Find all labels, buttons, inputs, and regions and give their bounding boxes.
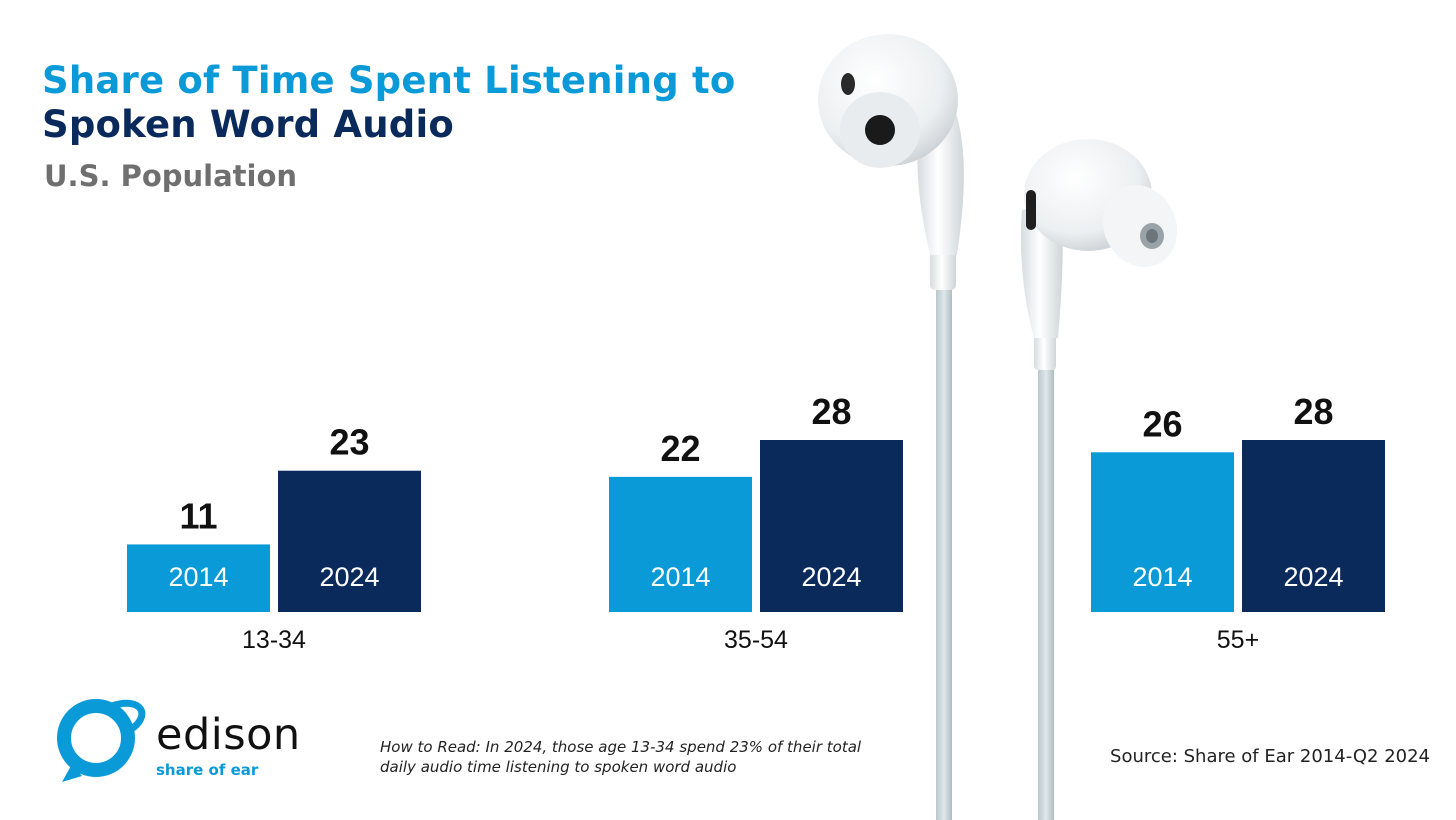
bar-series-label: 2014	[650, 562, 710, 592]
bar-value-label: 26	[1142, 403, 1182, 444]
bar-series-label: 2014	[1132, 562, 1192, 592]
edison-bulb-icon	[57, 699, 146, 782]
bar-value-label: 28	[811, 391, 851, 432]
logo-wordmark: edison	[156, 710, 301, 760]
bar-value-label: 22	[660, 428, 700, 469]
category-label: 55+	[1217, 626, 1259, 654]
chart-title-line-1: Share of Time Spent Listening to	[42, 59, 736, 102]
chart-subtitle: U.S. Population	[44, 159, 298, 193]
how-to-read-note: How to Read: In 2024, those age 13-34 sp…	[380, 738, 862, 776]
bar-13-34-2024	[278, 470, 421, 612]
bar-value-label: 23	[329, 422, 369, 463]
bar-55+-2014	[1091, 452, 1234, 612]
category-label: 13-34	[242, 626, 306, 654]
chart-title-line-2: Spoken Word Audio	[42, 103, 454, 146]
bar-35-54-2024	[760, 440, 903, 612]
bar-55+-2024	[1242, 440, 1385, 612]
bar-13-34-2014	[127, 544, 270, 612]
bar-35-54-2014	[609, 476, 752, 612]
bar-series-label: 2024	[801, 562, 861, 592]
bar-series-label: 2014	[168, 562, 228, 592]
source-note: Source: Share of Ear 2014-Q2 2024	[1110, 746, 1430, 767]
bar-series-label: 2024	[319, 562, 379, 592]
category-label: 35-54	[724, 626, 788, 654]
bar-value-label: 11	[179, 495, 217, 536]
logo-tagline: share of ear	[156, 761, 259, 779]
bar-value-label: 28	[1293, 391, 1333, 432]
bar-series-label: 2024	[1283, 562, 1343, 592]
edison-logo: edison share of ear	[52, 696, 322, 786]
